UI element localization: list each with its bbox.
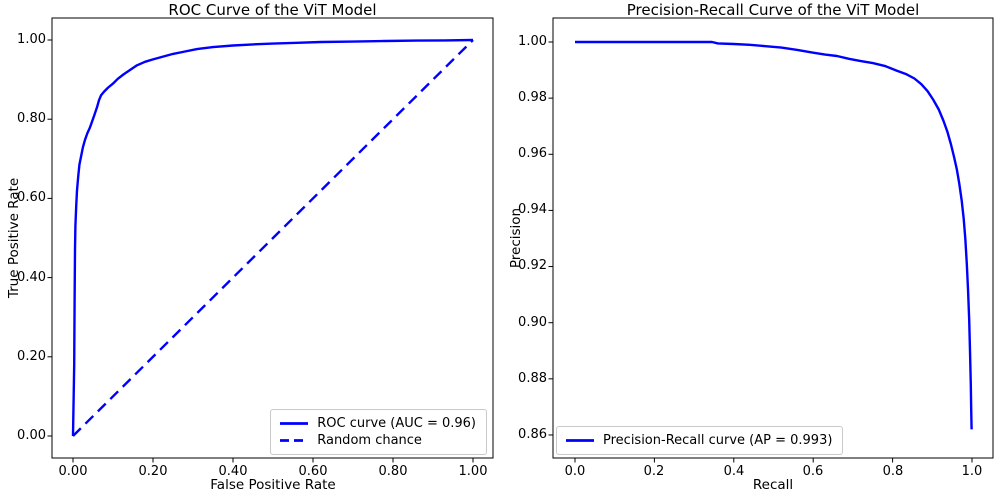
roc-ytick-label: 0.80 [17,111,46,126]
roc-ytick-label: 0.20 [17,349,46,364]
roc-ytick-label: 0.40 [17,270,46,285]
roc-xlabel: False Positive Rate [210,477,336,493]
roc-ytick-label: 1.00 [17,32,46,47]
pr-legend: Precision-Recall curve (AP = 0.993) [556,426,844,455]
roc-legend: ROC curve (AUC = 0.96) Random chance [270,409,487,455]
pr-title: Precision-Recall Curve of the ViT Model [626,1,920,19]
pr-ytick-label: 0.98 [518,90,547,105]
pr-xtick-label: 0.8 [882,464,904,479]
pr-xtick-label: 0.2 [643,464,665,479]
pr-xtick-label: 1.0 [961,464,983,479]
pr-ytick-label: 0.90 [518,315,547,330]
roc-legend-label: Random chance [317,433,422,448]
pr-ytick-label: 0.96 [518,146,547,161]
pr-xtick-label: 0.4 [723,464,745,479]
roc-legend-label: ROC curve (AUC = 0.96) [317,416,476,431]
roc-legend-entry: ROC curve (AUC = 0.96) [279,415,476,432]
pr-xtick-label: 0.6 [802,464,824,479]
pr-xtick-label: 0.0 [564,464,586,479]
pr-ytick-label: 1.00 [518,34,547,49]
pr-ytick-label: 0.94 [518,202,547,217]
random-chance-dashed-line-icon [280,439,309,442]
roc-xtick-label: 0.20 [138,464,168,479]
pr-ytick-label: 0.88 [518,371,547,386]
pr-curve-line-icon [566,439,594,442]
pr-ytick-label: 0.86 [518,427,547,442]
pr-legend-label: Precision-Recall curve (AP = 0.993) [603,433,833,448]
roc-title: ROC Curve of the ViT Model [168,1,377,19]
roc-xtick-label: 0.60 [298,464,328,479]
roc-ytick-label: 0.60 [17,190,46,205]
pr-legend-entry: Precision-Recall curve (AP = 0.993) [565,432,832,449]
roc-xtick-label: 0.80 [378,464,408,479]
pr-ytick-label: 0.92 [518,258,547,273]
roc-xtick-label: 0.40 [218,464,248,479]
roc-legend-entry: Random chance [279,432,476,449]
pr-xlabel: Recall [752,477,794,493]
roc-xtick-label: 0.00 [58,464,88,479]
roc-xtick-label: 1.00 [458,464,488,479]
roc-ytick-label: 0.00 [17,428,46,443]
roc-curve-line-icon [280,422,309,425]
